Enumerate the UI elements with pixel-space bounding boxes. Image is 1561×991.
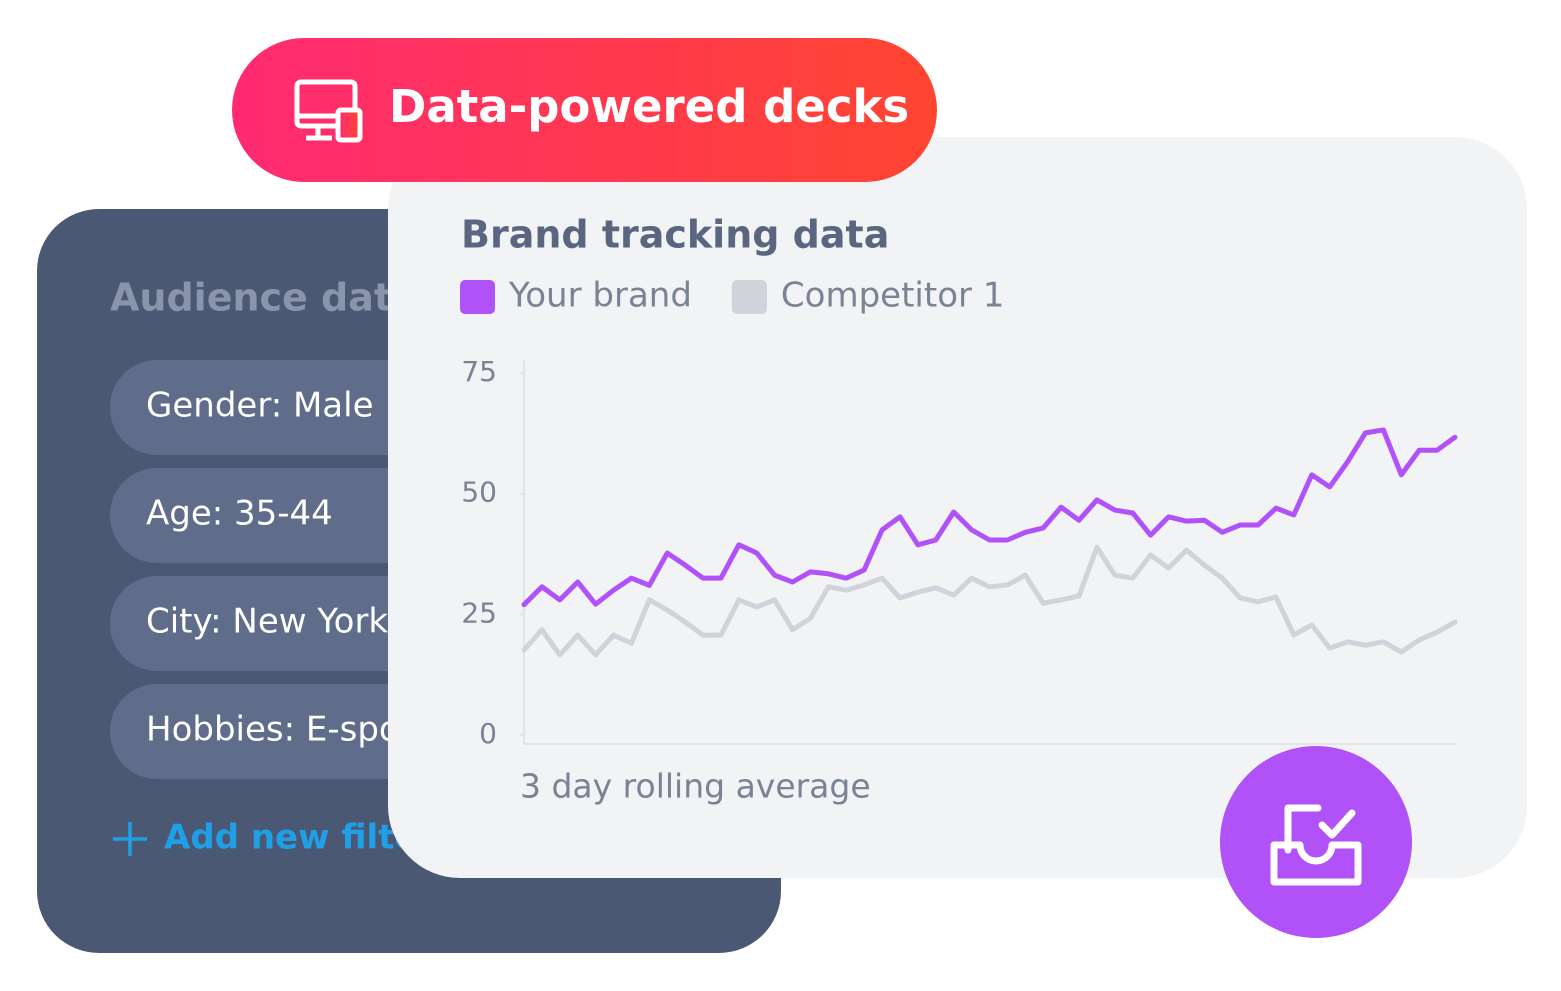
add-icon	[113, 822, 147, 856]
series-line	[521, 427, 1458, 608]
legend-label: Your brand	[508, 276, 692, 316]
y-tick-label: 0	[479, 717, 497, 750]
filter-label: Age: 35-44	[146, 494, 333, 534]
y-tick-label: 75	[461, 355, 497, 388]
y-tick-label: 50	[461, 476, 497, 509]
legend-swatch	[731, 280, 767, 314]
legend-label: Competitor 1	[781, 276, 1005, 316]
series-line	[521, 544, 1458, 658]
y-tick-label: 25	[461, 596, 497, 629]
legend-swatch	[460, 280, 495, 314]
x-axis-label: 3 day rolling average	[520, 767, 871, 806]
export-icon	[1270, 804, 1362, 886]
deck-icon	[294, 79, 363, 143]
export-button[interactable]	[1220, 746, 1412, 938]
filter-label: Gender: Male	[146, 386, 374, 426]
header-title: Data-powered decks	[389, 80, 909, 133]
audience-title: Audience data	[110, 276, 418, 320]
add-filter[interactable]: Add new filter	[164, 818, 435, 858]
header-pill	[232, 38, 937, 182]
chart-title: Brand tracking data	[461, 213, 889, 257]
filter-label: City: New York	[146, 602, 388, 642]
chart-card	[388, 137, 1527, 878]
